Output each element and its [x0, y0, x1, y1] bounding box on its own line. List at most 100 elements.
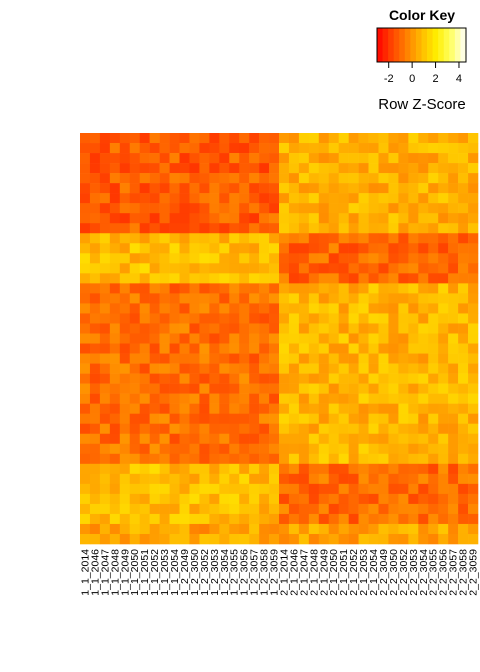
heatmap-cell	[328, 523, 339, 535]
heatmap-cell	[318, 483, 330, 495]
heatmap-cell	[89, 233, 101, 244]
heatmap-cell	[338, 203, 349, 214]
heatmap-cell	[358, 283, 369, 294]
heatmap-cell	[298, 163, 310, 174]
heatmap-cell	[388, 313, 399, 324]
heatmap-cell	[159, 403, 170, 414]
heatmap-cell	[139, 213, 150, 224]
column-label: 1_1_2014	[79, 549, 91, 596]
heatmap-cell	[358, 463, 369, 475]
heatmap-cell	[189, 463, 200, 475]
heatmap-cell	[279, 373, 290, 384]
heatmap-cell	[149, 143, 160, 154]
heatmap-cell	[318, 193, 330, 204]
heatmap-cell	[408, 433, 419, 445]
heatmap-cell	[199, 293, 210, 304]
heatmap-cell	[368, 303, 379, 314]
heatmap-cell	[448, 453, 459, 465]
heatmap-cell	[109, 413, 121, 425]
heatmap-cell	[308, 163, 320, 174]
heatmap-cell	[468, 443, 479, 455]
heatmap-cell	[388, 523, 399, 535]
heatmap-cell	[199, 213, 210, 224]
heatmap-cell	[298, 523, 310, 535]
heatmap-cell	[448, 253, 459, 264]
heatmap-cell	[428, 503, 439, 515]
heatmap-cell	[448, 303, 459, 314]
heatmap-cell	[119, 283, 131, 294]
heatmap-cell	[318, 473, 330, 485]
heatmap-cell	[448, 323, 459, 334]
heatmap-cell	[398, 383, 409, 394]
heatmap-cell	[418, 203, 429, 214]
heatmap-cell	[458, 313, 469, 324]
heatmap-cell	[438, 463, 449, 475]
heatmap-cell	[378, 433, 389, 445]
heatmap-cell	[119, 223, 131, 234]
heatmap-cell	[219, 323, 230, 334]
heatmap-cell	[269, 303, 280, 314]
heatmap-cell	[288, 203, 300, 214]
heatmap-cell	[149, 453, 160, 465]
heatmap-cell	[219, 313, 230, 324]
heatmap-cell	[189, 363, 200, 374]
heatmap-cell	[239, 273, 250, 284]
heatmap-cell	[179, 183, 190, 194]
heatmap-cell	[149, 193, 160, 204]
heatmap-cell	[279, 443, 290, 455]
heatmap-cell	[288, 293, 300, 304]
heatmap-cell	[318, 393, 330, 404]
heatmap-cell	[259, 313, 270, 324]
heatmap-cell	[269, 313, 280, 324]
heatmap-cell	[99, 423, 111, 435]
heatmap-cell	[119, 273, 131, 284]
heatmap-cell	[189, 233, 200, 244]
heatmap-cell	[288, 223, 300, 234]
heatmap-cell	[438, 323, 449, 334]
color-key-swatch	[460, 28, 467, 62]
heatmap-cell	[318, 363, 330, 374]
heatmap-cell	[428, 333, 439, 344]
heatmap-cell	[288, 343, 300, 354]
heatmap-cell	[269, 403, 280, 414]
heatmap-cell	[189, 143, 200, 154]
heatmap-cell	[219, 383, 230, 394]
heatmap-cell	[229, 143, 240, 154]
heatmap-cell	[338, 443, 349, 455]
heatmap-cell	[378, 363, 389, 374]
heatmap-cell	[368, 153, 379, 164]
heatmap-cell	[80, 163, 91, 174]
heatmap-cell	[179, 493, 190, 505]
heatmap-cell	[338, 373, 349, 384]
heatmap-cell	[418, 253, 429, 264]
heatmap-cell	[279, 233, 290, 244]
heatmap-cell	[398, 223, 409, 234]
heatmap-cell	[368, 283, 379, 294]
heatmap-cell	[468, 153, 479, 164]
heatmap-cell	[358, 513, 369, 525]
heatmap-cell	[368, 173, 379, 184]
heatmap-cell	[308, 233, 320, 244]
heatmap-cell	[448, 293, 459, 304]
heatmap-cell	[259, 193, 270, 204]
heatmap-cell	[338, 333, 349, 344]
heatmap-cell	[298, 423, 310, 435]
heatmap-cell	[239, 213, 250, 224]
heatmap-cell	[169, 413, 180, 425]
heatmap-cell	[139, 503, 150, 515]
heatmap-cell	[378, 463, 389, 475]
heatmap-cell	[468, 343, 479, 354]
heatmap-cell	[328, 513, 339, 525]
heatmap-cell	[89, 163, 101, 174]
heatmap-cell	[418, 513, 429, 525]
heatmap-cell	[279, 423, 290, 435]
column-label: 1_1_2051	[139, 549, 151, 596]
heatmap-cell	[368, 213, 379, 224]
heatmap-cell	[199, 483, 210, 495]
heatmap-cell	[199, 323, 210, 334]
heatmap-cell	[169, 403, 180, 414]
heatmap-cell	[298, 263, 310, 274]
heatmap-cell	[428, 193, 439, 204]
heatmap-cell	[179, 323, 190, 334]
heatmap-cell	[388, 363, 399, 374]
